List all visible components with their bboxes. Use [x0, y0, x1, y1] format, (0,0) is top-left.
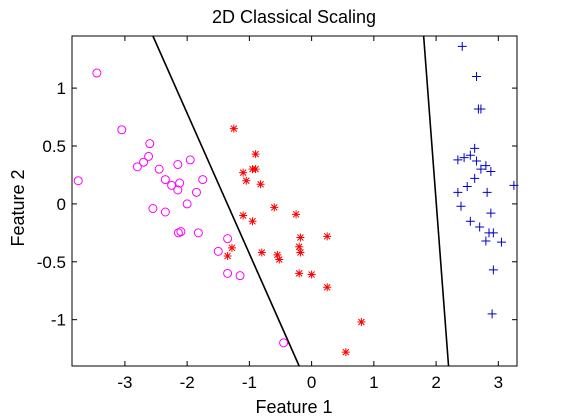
x-tick-label: -2 — [180, 373, 195, 392]
asterisk-point — [323, 232, 332, 241]
asterisk-point — [251, 165, 260, 174]
y-tick-label: -0.5 — [37, 253, 66, 272]
plus-point — [459, 153, 469, 163]
circle-point — [235, 271, 245, 281]
asterisk-point — [273, 250, 282, 259]
circle-point — [279, 338, 289, 348]
asterisk-point — [257, 248, 266, 257]
y-tick-label: 0 — [57, 195, 66, 214]
plus-point — [486, 208, 496, 218]
circle-point — [182, 199, 192, 209]
plus-point — [509, 180, 519, 190]
circle-point — [198, 175, 208, 185]
circle-point — [139, 157, 149, 167]
asterisk-point — [227, 243, 236, 252]
x-tick-label: -3 — [117, 373, 132, 392]
plus-point — [482, 187, 492, 197]
plus-point — [465, 216, 475, 226]
circle-point — [145, 139, 155, 149]
asterisk-point — [270, 203, 279, 212]
plus-point — [453, 187, 463, 197]
circle-point — [117, 125, 127, 135]
boundary-line — [422, 35, 450, 367]
circle-point — [191, 187, 201, 197]
circle-point — [73, 176, 83, 186]
plus-point — [475, 222, 485, 232]
x-tick-label: 0 — [307, 373, 316, 392]
plus-point — [481, 236, 491, 246]
x-tick-label: -1 — [242, 373, 257, 392]
asterisk-point — [248, 217, 257, 226]
circle-point — [154, 164, 164, 174]
circle-point — [160, 207, 170, 217]
circle-point — [173, 185, 183, 195]
circle-point — [160, 175, 170, 185]
asterisk-point — [296, 233, 305, 242]
asterisk-point — [307, 270, 316, 279]
plus-point — [456, 201, 466, 211]
circle-point — [193, 228, 203, 238]
asterisk-point — [275, 255, 284, 264]
circle-point — [185, 155, 195, 165]
asterisk-point — [223, 252, 232, 260]
circle-point — [92, 68, 102, 78]
circle-point — [132, 162, 142, 172]
chart-title: 2D Classical Scaling — [212, 7, 376, 27]
plus-point — [496, 237, 506, 247]
plus-point — [488, 228, 498, 238]
circle-point — [173, 228, 183, 238]
x-tick-label: 2 — [431, 373, 440, 392]
asterisk-point — [296, 248, 305, 257]
asterisk-point — [292, 210, 301, 219]
circle-point — [175, 178, 185, 188]
x-tick-label: 3 — [494, 373, 503, 392]
plus-point — [472, 72, 482, 82]
x-tick-label: 1 — [369, 373, 378, 392]
plus-point — [488, 265, 498, 275]
plus-point — [470, 143, 480, 153]
plus-point — [476, 104, 486, 114]
circle-point — [148, 204, 158, 214]
x-axis-label: Feature 1 — [255, 397, 332, 417]
asterisk-point — [295, 269, 304, 278]
plus-point — [465, 150, 475, 160]
y-tick-label: 1 — [57, 79, 66, 98]
plus-point — [453, 155, 463, 165]
plus-point — [476, 164, 486, 174]
axes-box — [71, 35, 518, 367]
asterisk-point — [239, 211, 248, 220]
plus-point — [486, 166, 496, 176]
circle-point — [223, 268, 233, 278]
y-tick-label: -1 — [51, 311, 66, 330]
plus-point — [470, 173, 480, 183]
asterisk-point — [229, 124, 238, 133]
asterisk-point — [341, 348, 350, 357]
circle-point — [213, 246, 223, 256]
circle-point — [167, 180, 177, 190]
y-tick-label: 0.5 — [42, 137, 66, 156]
plus-point — [462, 182, 472, 192]
plus-point — [457, 41, 467, 51]
y-axis-label: Feature 2 — [8, 169, 28, 246]
plus-point — [487, 309, 497, 319]
plus-point — [481, 161, 491, 171]
circle-point — [173, 160, 183, 170]
asterisk-point — [256, 180, 265, 189]
asterisk-point — [251, 150, 260, 159]
asterisk-point — [242, 176, 251, 185]
plot-area: -3 -2 -1 0 1 2 3 -1 -0.5 0 0.5 1 — [37, 35, 519, 392]
asterisk-point — [323, 283, 332, 292]
boundary-line — [152, 35, 300, 367]
asterisk-point — [357, 318, 366, 326]
asterisk-point — [295, 242, 304, 251]
asterisk-point — [239, 168, 248, 177]
circle-point — [144, 151, 154, 161]
plus-point — [472, 156, 482, 166]
circle-point — [223, 234, 233, 244]
